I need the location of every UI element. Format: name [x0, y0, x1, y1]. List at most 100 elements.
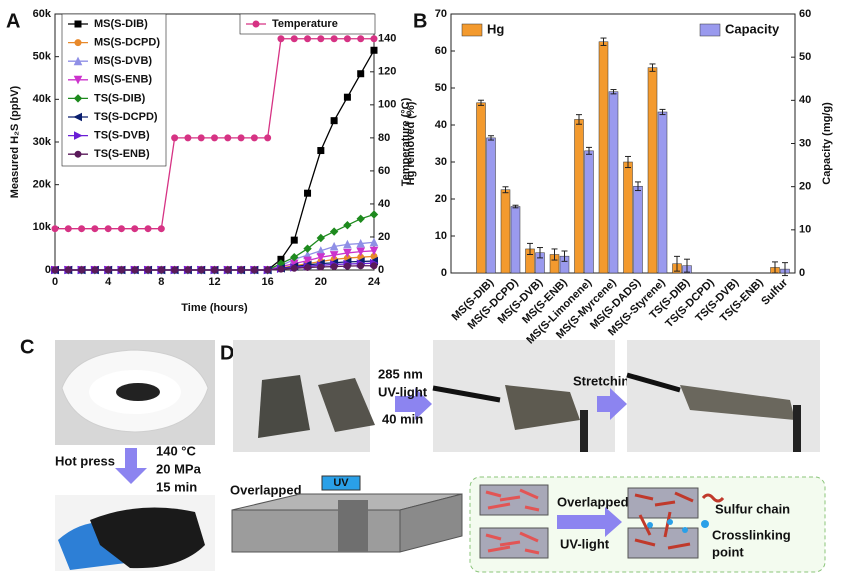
y-axis-label: Hg removed (%) — [405, 101, 417, 185]
arrow — [115, 448, 147, 484]
process-step: UV-light — [560, 536, 610, 551]
marker — [330, 35, 338, 43]
y-tick-label: 20 — [435, 193, 447, 205]
error-bar — [610, 89, 617, 95]
marker — [131, 225, 139, 233]
legend-icon — [701, 493, 725, 503]
marker — [317, 147, 325, 155]
marker — [369, 246, 379, 256]
legend-label: Capacity — [725, 21, 780, 36]
photo-stretched — [626, 340, 820, 452]
x-tick-label: 20 — [315, 276, 327, 288]
marker — [290, 35, 298, 43]
marker — [73, 75, 83, 85]
panel-label: A — [6, 10, 20, 32]
marker — [356, 214, 365, 224]
y2-tick-label: 120 — [378, 66, 396, 78]
marker — [73, 94, 83, 103]
bar — [476, 102, 486, 274]
marker — [171, 134, 179, 142]
legend-swatch — [461, 23, 483, 37]
y-tick-label: 60 — [435, 45, 447, 57]
marker — [369, 210, 379, 219]
marker — [117, 225, 125, 233]
uv-condition: 40 min — [382, 411, 423, 426]
legend-label: point — [712, 544, 744, 559]
legend-label: Temperature — [272, 18, 338, 30]
error-bar — [625, 155, 631, 169]
error-bar — [537, 247, 543, 259]
arrow — [597, 388, 627, 420]
material-block — [479, 484, 549, 559]
marker — [356, 247, 366, 257]
marker — [73, 112, 82, 122]
marker — [117, 266, 125, 274]
slab — [399, 493, 463, 553]
error-bar — [551, 248, 558, 261]
y-tick-label: 10k — [33, 221, 52, 233]
marker — [78, 266, 86, 274]
y2-tick-label: 20 — [378, 231, 390, 243]
marker — [317, 35, 325, 43]
bar — [608, 91, 619, 274]
marker — [343, 239, 352, 249]
photo-samples — [233, 340, 375, 452]
legend-label: TS(S-DIB) — [94, 92, 146, 104]
bar — [657, 111, 668, 274]
marker — [317, 263, 325, 271]
y2-tick-label: 10 — [799, 224, 811, 236]
uv-condition: UV-light — [378, 384, 428, 399]
y2-tick-label: 50 — [799, 51, 811, 63]
y-tick-label: 40 — [435, 119, 447, 131]
marker — [184, 266, 192, 274]
bar — [510, 206, 521, 274]
marker — [224, 134, 232, 142]
y2-axis-label: Capacity (mg/g) — [821, 102, 833, 185]
marker — [144, 266, 152, 274]
marker — [370, 262, 378, 270]
panel-label: C — [20, 336, 34, 358]
y-tick-label: 50 — [435, 82, 447, 94]
error-bar — [600, 37, 607, 46]
bar — [623, 161, 633, 274]
marker — [64, 266, 72, 274]
condition: 15 min — [156, 479, 197, 494]
y-tick-label: 0 — [441, 267, 447, 279]
x-axis-label: Time (hours) — [181, 302, 248, 314]
marker — [357, 262, 365, 270]
error-bar — [684, 258, 690, 273]
legend-swatch — [699, 23, 721, 37]
error-bar — [649, 63, 656, 72]
legend-label: MS(S-DVB) — [94, 55, 152, 67]
x-tick-label: 0 — [52, 276, 58, 288]
marker — [343, 93, 351, 101]
x-tick-label: 16 — [262, 276, 274, 288]
error-bar — [635, 181, 641, 192]
marker — [277, 35, 285, 43]
y-tick-label: 20k — [33, 179, 52, 191]
marker — [357, 70, 365, 78]
marker — [343, 220, 352, 230]
y2-tick-label: 40 — [799, 94, 811, 106]
marker — [211, 134, 218, 142]
legend-label: TS(S-ENB) — [94, 148, 150, 160]
marker — [316, 253, 326, 262]
marker — [104, 225, 112, 233]
slab — [231, 509, 401, 553]
marker — [64, 225, 72, 233]
x-tick-label: 24 — [368, 276, 381, 288]
marker — [78, 225, 86, 233]
marker — [73, 56, 83, 66]
error-bar — [478, 99, 484, 106]
marker — [184, 134, 192, 142]
legend-label: MS(S-ENB) — [94, 74, 152, 86]
marker — [264, 134, 272, 142]
marker — [51, 225, 59, 233]
marker — [329, 241, 339, 251]
y-tick-label: 60k — [33, 8, 52, 20]
marker — [290, 236, 298, 244]
x-tick-label: 8 — [158, 276, 164, 288]
panel-label: B — [413, 10, 427, 32]
y-axis-label: Measured H₂S (ppbV) — [9, 85, 21, 198]
